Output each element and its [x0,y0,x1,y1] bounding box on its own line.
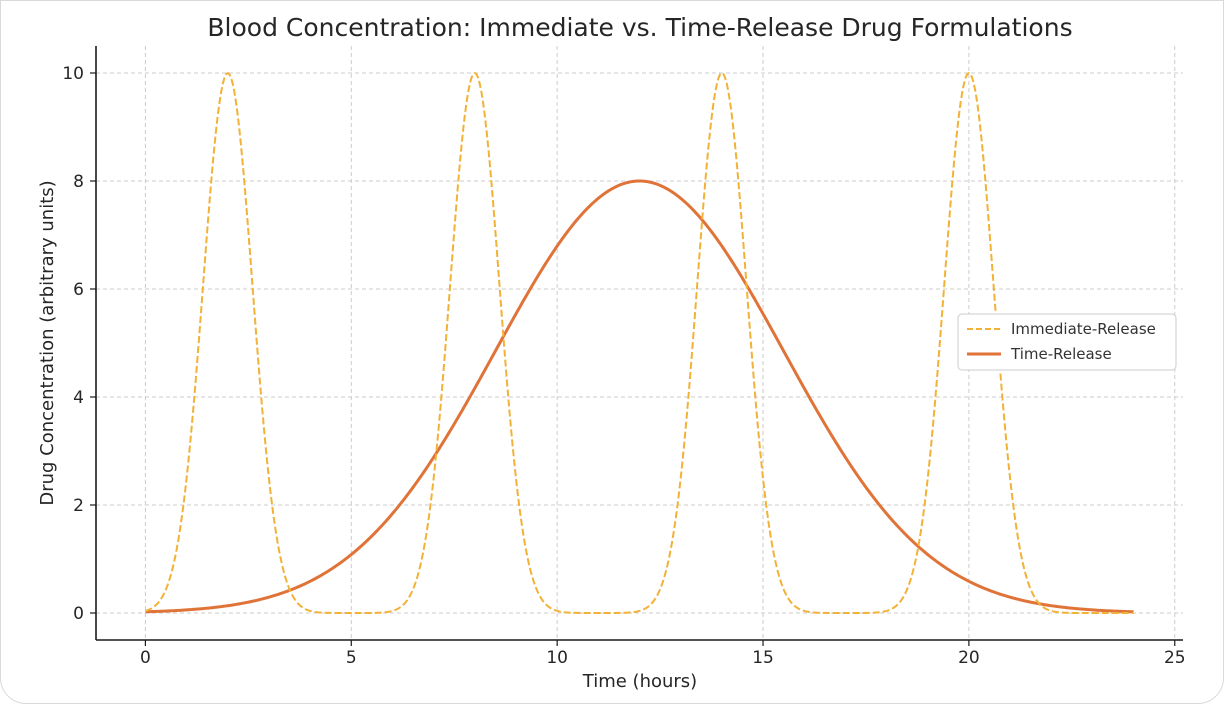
x-tick-label: 15 [752,648,774,668]
legend: Immediate-Release Time-Release [957,313,1177,371]
legend-box [957,313,1177,371]
x-tick-label: 5 [346,648,357,668]
legend-label-immediate-release: Immediate-Release [1011,320,1156,338]
legend-label-time-release: Time-Release [1010,345,1112,363]
series-lines [145,72,1134,614]
series-line-time-release [145,179,1134,614]
x-tick-label: 0 [140,648,151,668]
x-tick-label: 10 [546,648,568,668]
y-tick-label: 8 [73,172,84,192]
y-tick-label: 6 [73,280,84,300]
x-axis-label: Time (hours) [582,671,697,692]
y-tick-label: 2 [73,496,84,516]
x-tick-label: 25 [1164,648,1186,668]
tick-labels: 0 5 10 15 20 25 0 2 4 6 8 10 [62,64,1185,668]
y-tick-label: 0 [73,604,84,624]
y-tick-label: 10 [62,64,84,84]
y-axis-label: Drug Concentration (arbitrary units) [37,180,58,505]
series-line-immediate-release [145,72,1134,614]
x-tick-label: 20 [958,648,980,668]
chart-title: Blood Concentration: Immediate vs. Time-… [207,13,1072,42]
axes [90,46,1183,646]
y-tick-label: 4 [73,388,84,408]
